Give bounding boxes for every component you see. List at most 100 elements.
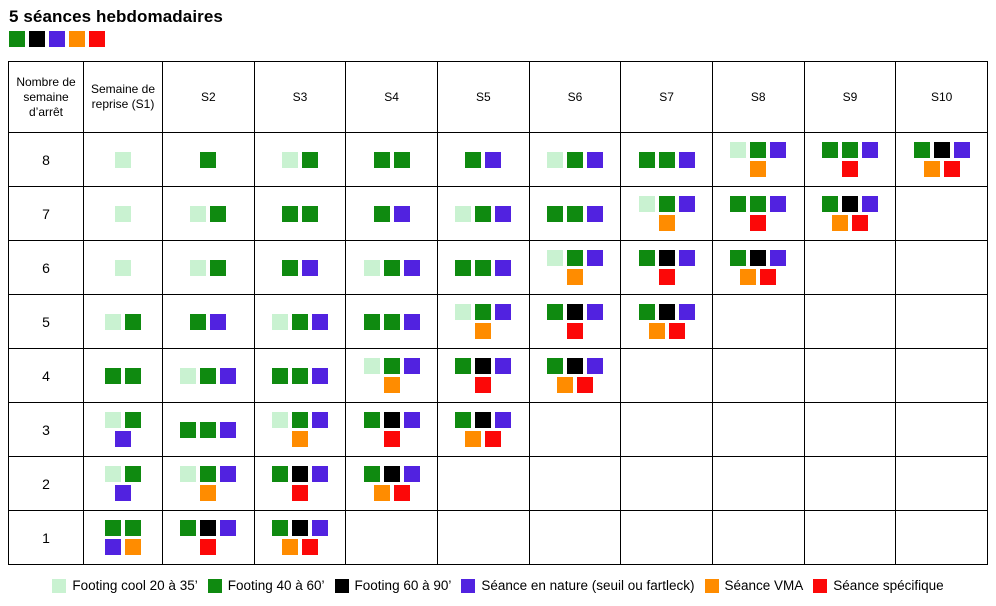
session-group	[896, 349, 987, 402]
session-row	[546, 358, 603, 374]
session-row	[546, 151, 603, 168]
session-group	[896, 187, 987, 240]
plan-cell-s8	[711, 240, 805, 295]
session-group	[346, 511, 437, 564]
session-square-seance-nature	[586, 304, 603, 320]
session-square-footing-40-60	[125, 412, 141, 428]
session-row	[923, 161, 960, 177]
session-group	[896, 133, 987, 186]
session-row	[546, 304, 603, 320]
column-header-s8: S8	[711, 61, 805, 133]
plan-cell-s4	[345, 132, 438, 187]
plan-cell-s4	[345, 240, 438, 295]
session-square-seance-nature	[115, 431, 131, 447]
session-group	[163, 187, 254, 240]
session-row	[658, 215, 675, 231]
session-group	[255, 133, 346, 186]
session-row	[363, 259, 420, 276]
session-row	[271, 313, 328, 330]
session-square-footing-40-60	[291, 412, 308, 428]
plan-cell-s10	[895, 348, 988, 403]
plan-cell-s7	[620, 186, 713, 241]
session-square-footing-40-60	[821, 142, 838, 158]
session-square-footing-cool	[105, 412, 121, 428]
header-row: Nombre de semaine d’arrêt Semaine de repr…	[8, 61, 988, 133]
session-square-footing-40-60	[750, 196, 767, 212]
session-square-footing-40-60	[180, 520, 197, 536]
session-group	[346, 295, 437, 348]
session-group	[438, 133, 529, 186]
session-square-seance-vma	[465, 431, 482, 447]
session-group	[621, 295, 712, 348]
session-square-footing-40-60	[546, 304, 563, 320]
session-row	[566, 323, 583, 339]
session-group	[255, 349, 346, 402]
session-group	[713, 511, 804, 564]
session-row	[373, 205, 410, 222]
session-row	[180, 466, 237, 482]
session-square-footing-40-60	[363, 466, 380, 482]
session-group	[163, 403, 254, 456]
session-square-footing-40-60	[200, 151, 217, 168]
session-group	[84, 241, 162, 294]
session-row	[373, 485, 410, 501]
session-square-seance-specifique	[383, 431, 400, 447]
plan-cell-s9	[803, 294, 897, 349]
session-square-seance-specifique	[200, 539, 217, 555]
session-square-seance-vma	[475, 323, 492, 339]
session-row	[281, 151, 318, 168]
plan-cell-s8	[711, 402, 805, 457]
session-square-seance-vma	[373, 485, 390, 501]
plan-cell-s5	[436, 294, 530, 349]
session-square-seance-specifique	[760, 269, 777, 285]
session-row	[566, 269, 583, 285]
session-group	[84, 511, 162, 564]
plan-row: 7	[8, 186, 988, 241]
session-square-footing-40-60	[566, 151, 583, 168]
plan-cell-s5	[436, 348, 530, 403]
session-square-footing-40-60	[363, 313, 380, 330]
session-square-footing-40-60	[210, 205, 227, 222]
session-square-seance-nature	[678, 196, 695, 212]
session-group	[805, 133, 896, 186]
session-group	[163, 457, 254, 510]
session-row	[648, 323, 685, 339]
session-group	[621, 403, 712, 456]
session-square-seance-nature	[403, 412, 420, 428]
session-group	[530, 295, 621, 348]
session-square-footing-cool	[363, 358, 380, 374]
session-group	[713, 295, 804, 348]
session-square-footing-60-90	[383, 412, 400, 428]
session-square-footing-cool	[115, 259, 131, 276]
session-group	[163, 511, 254, 564]
plan-cell-s2	[162, 132, 255, 187]
session-square-seance-nature	[495, 304, 512, 320]
session-square-seance-vma	[648, 323, 665, 339]
session-group	[255, 187, 346, 240]
plan-cell-s4	[345, 294, 438, 349]
plan-cell-s9	[803, 132, 897, 187]
plan-cell-semaine-de-reprise-s1-	[83, 240, 163, 295]
plan-cell-s4	[345, 402, 438, 457]
session-group	[84, 349, 162, 402]
session-row	[281, 205, 318, 222]
column-header-s7: S7	[620, 61, 713, 133]
plan-cell-s10	[895, 186, 988, 241]
session-square-footing-40-60	[373, 205, 390, 222]
session-square-seance-specifique	[841, 161, 858, 177]
session-square-footing-40-60	[546, 205, 563, 222]
session-row	[180, 367, 237, 384]
session-square-footing-40-60	[383, 259, 400, 276]
session-square-footing-60-90	[291, 466, 308, 482]
session-group	[346, 241, 437, 294]
session-square-seance-specifique	[668, 323, 685, 339]
session-square-footing-40-60	[750, 142, 767, 158]
session-group	[255, 457, 346, 510]
column-header-s4: S4	[345, 61, 438, 133]
session-group	[621, 187, 712, 240]
session-group	[621, 349, 712, 402]
session-square-seance-vma	[200, 485, 217, 501]
legend-label: Footing 60 à 90’	[354, 578, 452, 593]
session-square-footing-cool	[730, 142, 747, 158]
session-square-footing-cool	[546, 250, 563, 266]
